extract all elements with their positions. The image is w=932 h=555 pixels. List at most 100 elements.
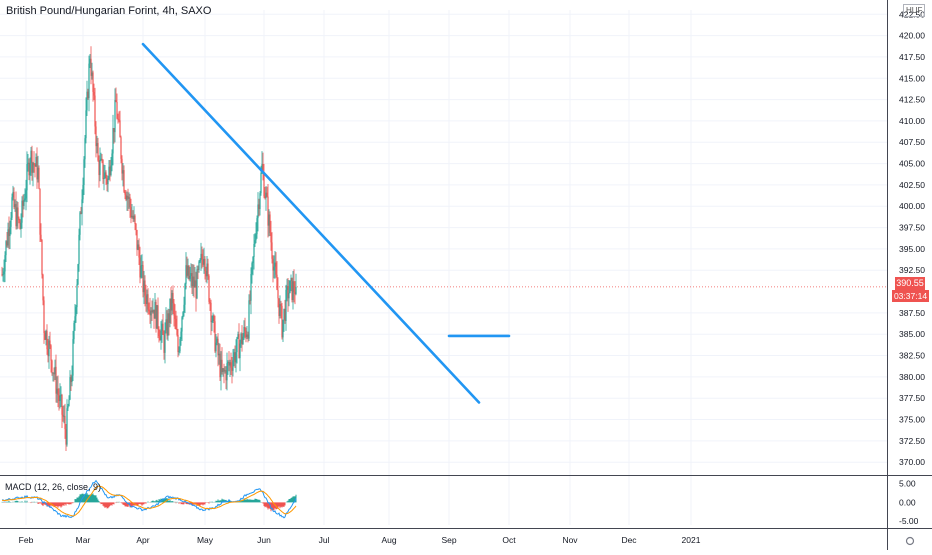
candle-body [260,173,261,193]
time-tick-label: Nov [562,535,578,545]
candle-body [78,235,79,264]
macd-histogram-bar [96,495,97,502]
candle-body [144,280,145,295]
macd-histogram-bar [111,502,112,505]
macd-histogram-bar [92,494,93,502]
price-tick-label: 392.50 [899,265,925,275]
candle-body [251,263,252,274]
currency-badge[interactable]: HUF [903,4,925,17]
macd-histogram-bar [281,502,282,506]
candle-body [232,360,233,370]
macd-histogram-bar [291,498,292,502]
macd-histogram-bar [93,494,94,503]
macd-histogram-bar [215,502,216,503]
price-tick-label: 370.00 [899,457,925,467]
last-price-label: 390.55 [895,277,925,290]
time-tick-label: Jul [319,535,330,545]
macd-histogram-bar [108,502,109,508]
macd-histogram-bar [176,502,177,503]
macd-histogram-bar [112,502,113,505]
price-tick-label: 417.50 [899,52,925,62]
candle-body [81,199,82,213]
candle-body [235,352,236,362]
candle-body [85,110,86,138]
macd-histogram-bar [283,502,284,506]
candle-body [157,305,158,329]
candle-body [129,197,130,207]
candle-body [71,376,72,382]
macd-title[interactable]: MACD (12, 26, close, 9) [5,482,101,492]
price-tick-label: 402.50 [899,180,925,190]
candle-body [259,193,260,209]
macd-histogram-bar [268,502,269,509]
macd-histogram-bar [285,502,286,505]
candle-body [103,178,104,179]
macd-histogram-bar [126,502,127,506]
macd-histogram-bar [289,499,290,502]
macd-histogram-bar [119,502,120,503]
candle-body [215,343,216,352]
candle-body [217,339,218,356]
macd-histogram-bar [284,502,285,507]
price-tick-label: 380.00 [899,372,925,382]
macd-histogram-bar [217,501,218,502]
macd-histogram-bar [209,502,210,503]
candle-body [116,102,117,119]
macd-histogram-bar [151,502,152,503]
candle-body [198,261,199,269]
price-tick-label: 377.50 [899,393,925,403]
macd-histogram-bar [13,502,14,503]
macd-histogram-bar [282,502,283,507]
candle-body [67,406,68,408]
price-tick-label: 407.50 [899,137,925,147]
candle-body [94,96,95,127]
macd-histogram-bar [246,500,247,503]
macd-histogram-bar [171,501,172,502]
macd-histogram-bar [255,499,256,503]
candle-body [119,120,120,137]
macd-histogram-bar [55,502,56,506]
candle-body [180,332,181,340]
candle-body [99,160,100,175]
candle-body [184,284,185,305]
macd-histogram-bar [58,502,59,507]
macd-histogram-bar [59,502,60,506]
macd-histogram-bar [267,502,268,507]
macd-histogram-bar [107,502,108,508]
macd-histogram-bar [91,495,92,502]
macd-histogram-bar [64,502,65,506]
macd-histogram-bar [144,502,145,504]
price-tick-label: 410.00 [899,116,925,126]
candle-body [148,310,149,312]
candle-body [75,307,76,316]
candle-body [134,216,135,224]
macd-histogram-bar [142,502,143,505]
macd-histogram-bar [292,497,293,502]
macd-histogram-bar [205,502,206,504]
macd-histogram-bar [109,502,110,507]
macd-histogram-bar [17,501,18,503]
macd-histogram-bar [175,502,176,503]
candle-body [74,316,75,323]
candle-body [10,218,11,227]
candle-body [130,207,131,217]
macd-histogram-bar [65,502,66,504]
macd-histogram-bar [139,502,140,504]
candle-body [92,72,93,91]
macd-histogram-bar [218,499,219,502]
candle-body [64,416,65,429]
candle-body [110,165,111,175]
macd-histogram-bar [173,501,174,502]
macd-histogram-bar [152,501,153,502]
macd-histogram-bar [254,500,255,503]
macd-histogram-bar [39,502,40,503]
candle-body [236,337,237,352]
price-tick-label: 405.00 [899,159,925,169]
candle-body [204,259,205,271]
candle-body [72,339,73,376]
macd-histogram-bar [68,502,69,504]
macd-histogram-bar [251,500,252,503]
candle-body [173,303,174,315]
candle-body [254,240,255,244]
